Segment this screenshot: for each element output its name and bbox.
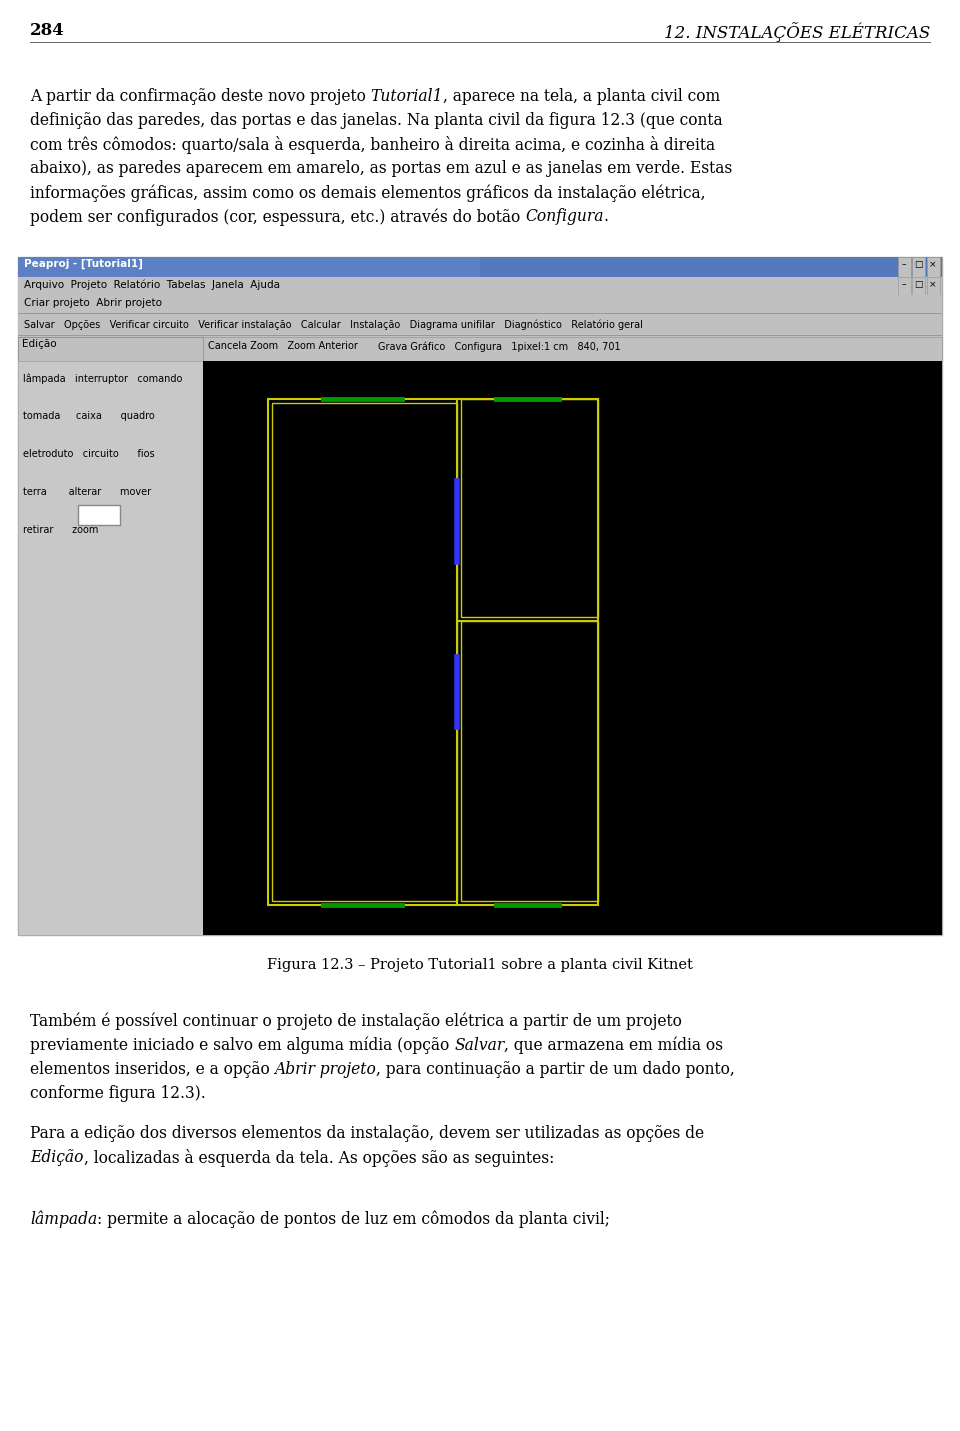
Bar [272, 404, 457, 902]
Text: □: □ [914, 280, 923, 289]
Bar [268, 399, 598, 904]
Text: .: . [604, 207, 609, 225]
Text: –: – [901, 260, 906, 269]
Bar [18, 258, 480, 278]
Bar [18, 295, 942, 315]
Text: Figura 12.3 – Projeto Tutorial1 sobre a planta civil Kitnet: Figura 12.3 – Projeto Tutorial1 sobre a … [267, 957, 693, 972]
Bar [18, 336, 942, 361]
Text: elementos inseridos, e a opção: elementos inseridos, e a opção [30, 1060, 275, 1078]
Text: lâmpada   interruptor   comando: lâmpada interruptor comando [23, 373, 182, 384]
Text: tomada     caixa      quadro: tomada caixa quadro [23, 411, 155, 421]
Text: Configura: Configura [525, 207, 604, 225]
Text: Edição: Edição [30, 1149, 84, 1166]
Text: : permite a alocação de pontos de luz em cômodos da planta civil;: : permite a alocação de pontos de luz em… [97, 1211, 611, 1228]
Text: retirar      zoom: retirar zoom [23, 525, 98, 535]
Bar [18, 315, 942, 336]
Text: □: □ [914, 260, 923, 269]
Text: Cancela Zoom   Zoom Anterior: Cancela Zoom Zoom Anterior [208, 341, 358, 351]
Text: Tutorial1: Tutorial1 [371, 87, 444, 104]
Bar [912, 258, 925, 278]
Text: Abrir projeto: Abrir projeto [275, 1060, 376, 1078]
Text: eletroduto   circuito      fios: eletroduto circuito fios [23, 449, 155, 459]
Bar [461, 621, 598, 902]
Text: Arquivo  Projeto  Relatório  Tabelas  Janela  Ajuda: Arquivo Projeto Relatório Tabelas Janela… [24, 279, 280, 289]
Text: abaixo), as paredes aparecem em amarelo, as portas em azul e as janelas em verde: abaixo), as paredes aparecem em amarelo,… [30, 160, 732, 177]
Text: Criar projeto  Abrir projeto: Criar projeto Abrir projeto [24, 298, 162, 308]
Text: Salvar: Salvar [454, 1037, 504, 1055]
Bar [461, 399, 598, 617]
Text: Para a edição dos diversos elementos da instalação, devem ser utilizadas as opçõ: Para a edição dos diversos elementos da … [30, 1125, 704, 1142]
Bar [203, 361, 942, 934]
Text: definição das paredes, das portas e das janelas. Na planta civil da figura 12.3 : definição das paredes, das portas e das … [30, 112, 723, 129]
Bar [927, 258, 940, 278]
Text: Edição: Edição [22, 339, 57, 349]
Text: ×: × [929, 280, 937, 289]
Text: conforme figura 12.3).: conforme figura 12.3). [30, 1085, 205, 1102]
Text: Peaproj - [Tutorial1]: Peaproj - [Tutorial1] [24, 259, 143, 269]
Text: 12. INSTALAÇÕES ELÉTRICAS: 12. INSTALAÇÕES ELÉTRICAS [663, 21, 930, 41]
Text: A partir da confirmação deste novo projeto: A partir da confirmação deste novo proje… [30, 87, 371, 104]
Text: Também é possível continuar o projeto de instalação elétrica a partir de um proj: Também é possível continuar o projeto de… [30, 1013, 682, 1030]
Text: ×: × [929, 260, 937, 269]
Text: , para continuação a partir de um dado ponto,: , para continuação a partir de um dado p… [376, 1060, 735, 1078]
Text: lâmpada: lâmpada [30, 1211, 97, 1228]
Bar [18, 361, 203, 934]
Text: com três cômodos: quarto/sala à esquerda, banheiro à direita acima, e cozinha à : com três cômodos: quarto/sala à esquerda… [30, 136, 715, 155]
Text: , que armazena em mídia os: , que armazena em mídia os [504, 1037, 724, 1055]
Bar [927, 278, 940, 295]
Text: podem ser configurados (cor, espessura, etc.) através do botão: podem ser configurados (cor, espessura, … [30, 207, 525, 226]
Bar [898, 278, 911, 295]
Text: , localizadas à esquerda da tela. As opções são as seguintes:: , localizadas à esquerda da tela. As opç… [84, 1149, 554, 1168]
Bar [912, 278, 925, 295]
Bar [18, 336, 203, 361]
Bar [18, 278, 942, 295]
Text: 284: 284 [30, 21, 64, 39]
Bar [78, 505, 120, 525]
Text: Salvar   Opções   Verificar circuito   Verificar instalação   Calcular   Instala: Salvar Opções Verificar circuito Verific… [24, 319, 643, 329]
Text: terra       alterar      mover: terra alterar mover [23, 487, 151, 497]
Bar [898, 258, 911, 278]
Text: , aparece na tela, a planta civil com: , aparece na tela, a planta civil com [444, 87, 720, 104]
Bar [18, 258, 942, 934]
Text: –: – [901, 280, 906, 289]
Text: previamente iniciado e salvo em alguma mídia (opção: previamente iniciado e salvo em alguma m… [30, 1037, 454, 1055]
Text: informações gráficas, assim como os demais elementos gráficos da instalação elét: informações gráficas, assim como os dema… [30, 185, 706, 202]
Text: Grava Gráfico   Configura   1pixel:1 cm   840, 701: Grava Gráfico Configura 1pixel:1 cm 840,… [378, 341, 620, 352]
Bar [18, 258, 942, 278]
